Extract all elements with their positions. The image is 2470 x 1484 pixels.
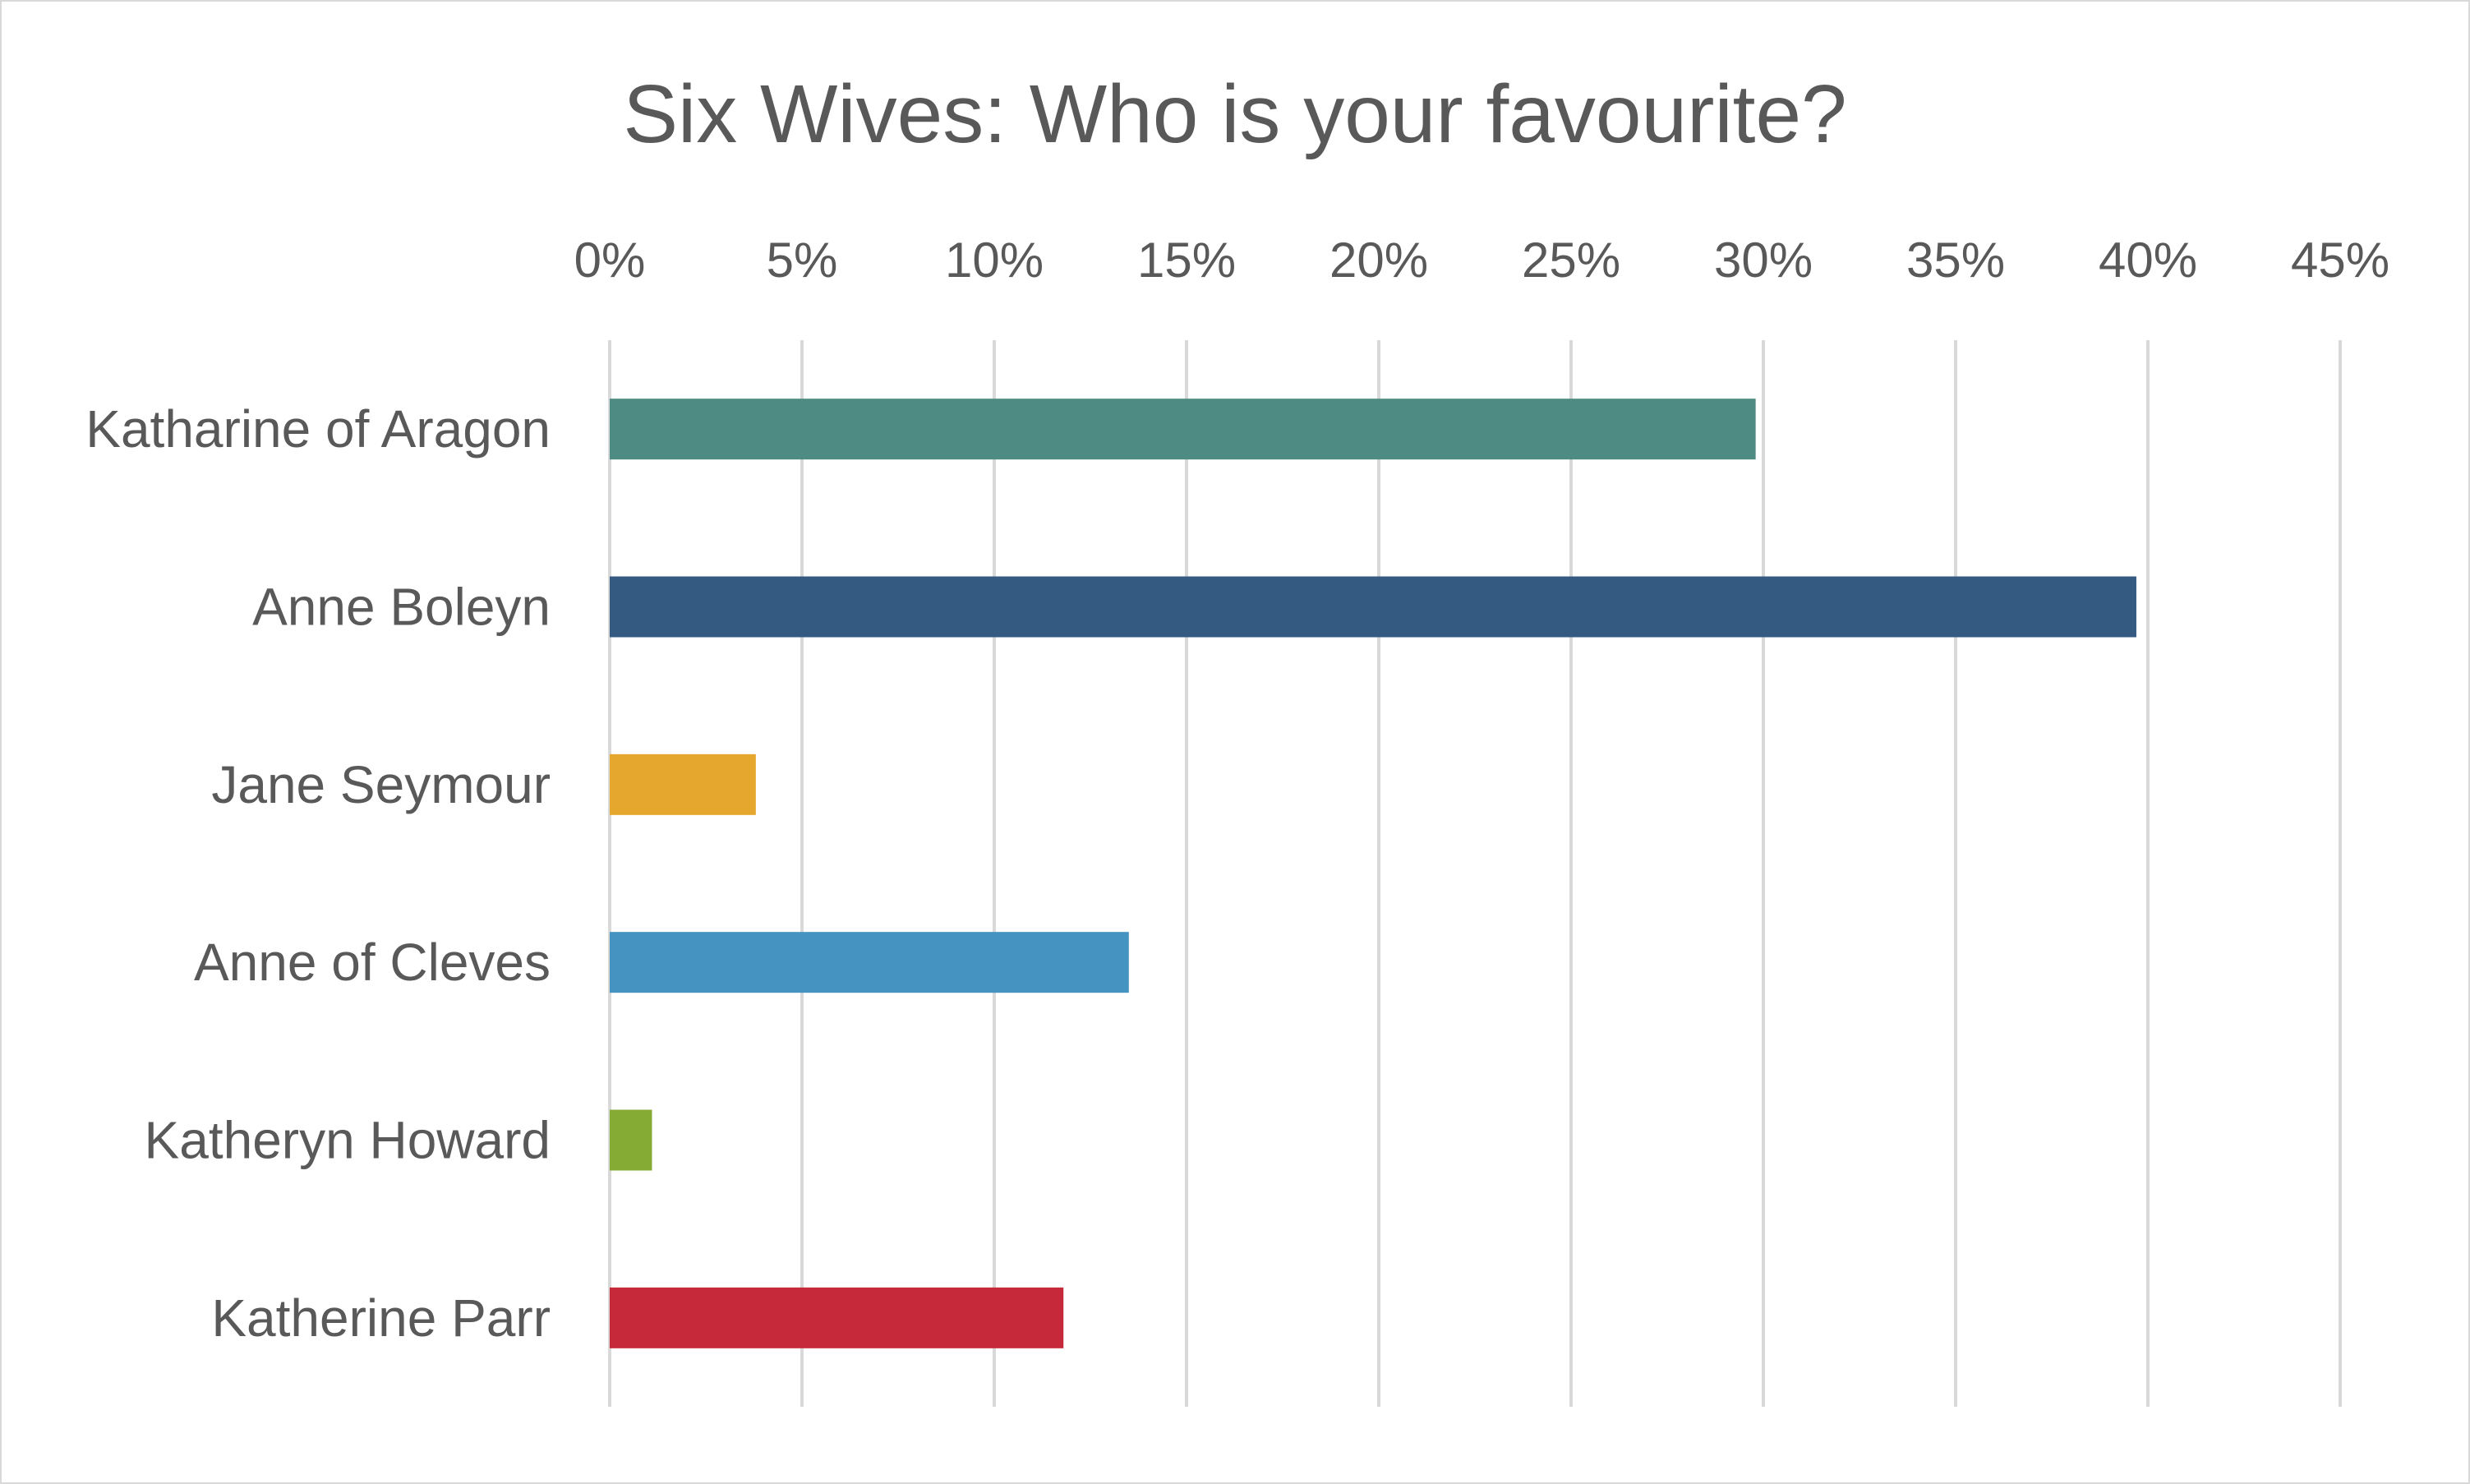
bars [610, 399, 2136, 1348]
chart-title: Six Wives: Who is your favourite? [623, 68, 1847, 160]
x-axis-tick-labels: 0% 5% 10% 15% 20% 25% 30% 35% 40% 45% [574, 233, 2389, 288]
x-tick-label: 30% [1714, 233, 1813, 288]
category-label: Katherine Parr [211, 1288, 551, 1348]
category-label: Anne of Cleves [194, 933, 551, 992]
category-label: Jane Seymour [211, 755, 551, 814]
x-tick-label: 10% [945, 233, 1044, 288]
x-tick-label: 40% [2099, 233, 2197, 288]
category-label: Anne Boleyn [252, 578, 551, 637]
bar [610, 932, 1129, 993]
gridlines [608, 340, 2342, 1407]
bar [610, 399, 1756, 460]
category-label: Katheryn Howard [145, 1111, 551, 1170]
category-label: Katharine of Aragon [85, 399, 551, 459]
x-tick-label: 20% [1329, 233, 1428, 288]
category-labels: Katharine of Aragon Anne Boleyn Jane Seymo… [85, 399, 551, 1348]
x-tick-label: 35% [1906, 233, 2005, 288]
bar [610, 1109, 652, 1171]
x-tick-label: 5% [767, 233, 838, 288]
x-tick-label: 15% [1137, 233, 1236, 288]
bar [610, 1287, 1064, 1348]
x-tick-label: 45% [2291, 233, 2389, 288]
bar [610, 754, 756, 815]
x-tick-label: 0% [574, 233, 646, 288]
bar [610, 576, 2136, 638]
x-tick-label: 25% [1522, 233, 1620, 288]
